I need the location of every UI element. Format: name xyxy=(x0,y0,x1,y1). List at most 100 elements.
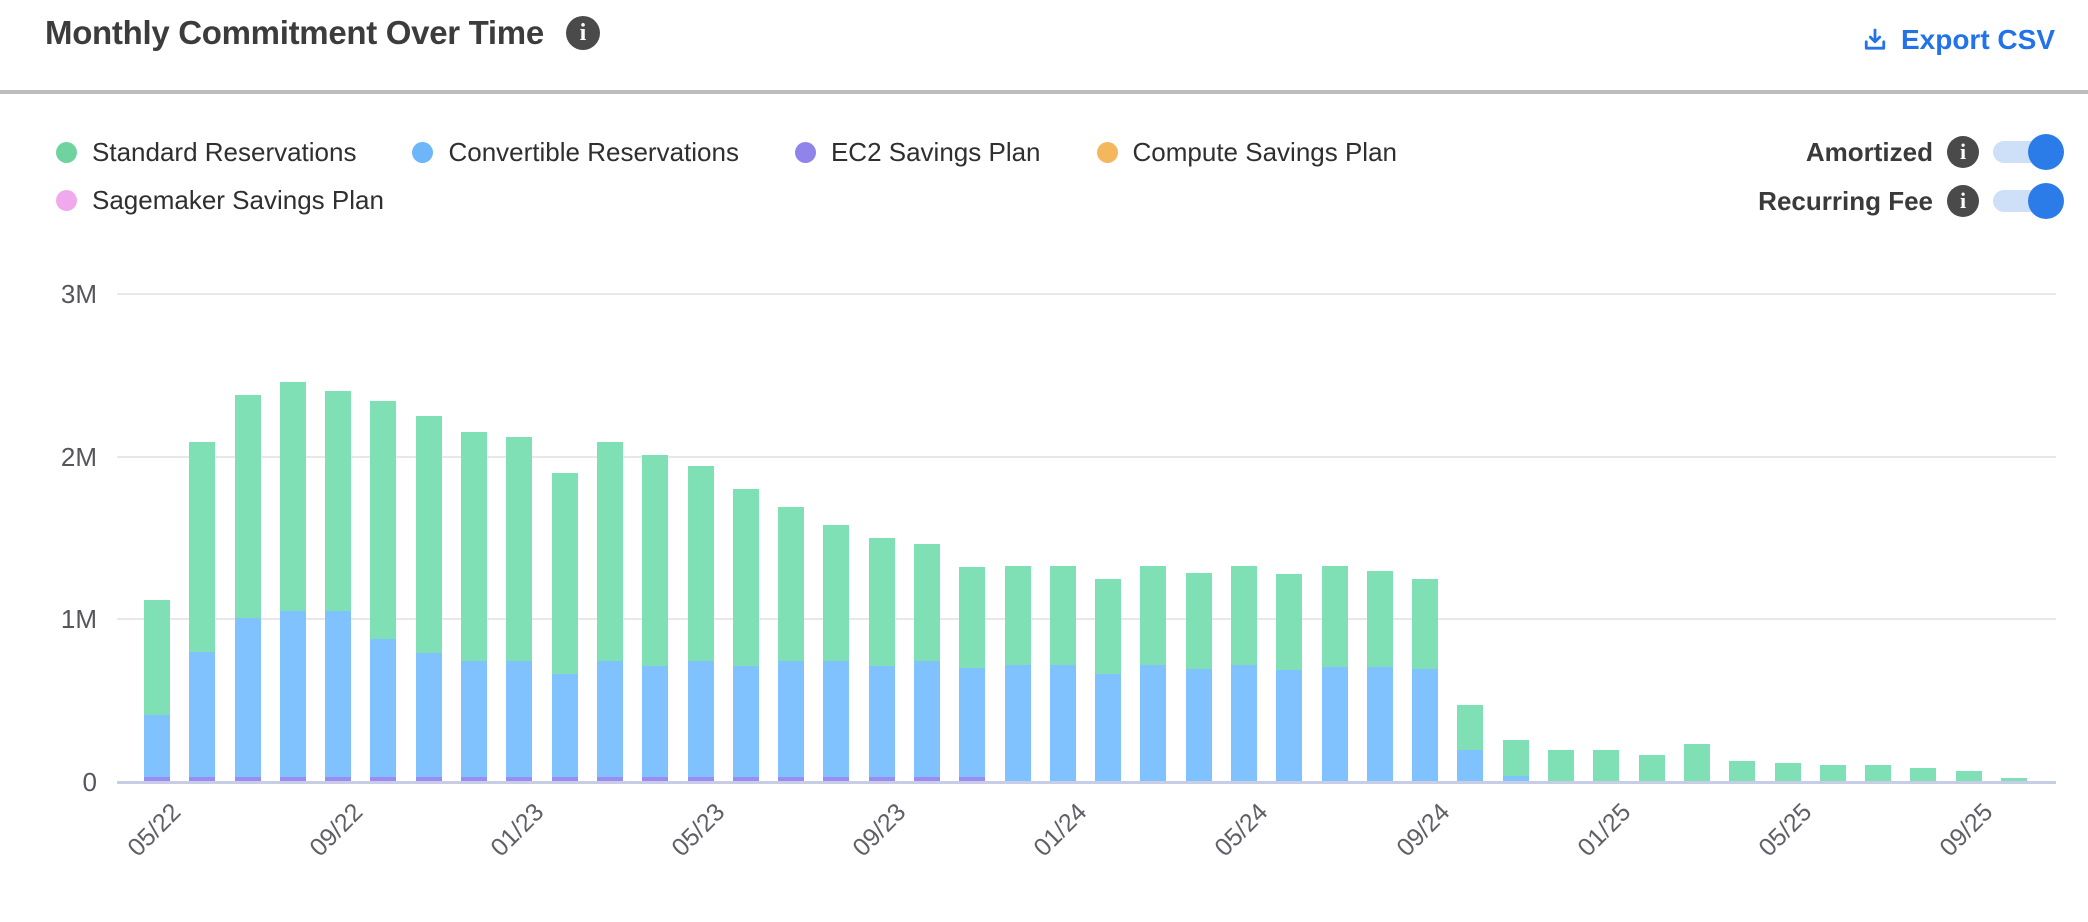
bar-segment-ec2-savings-plan xyxy=(461,776,488,781)
chart-bar[interactable] xyxy=(823,524,850,781)
legend-item-compute-savings-plan[interactable]: Compute Savings Plan xyxy=(1096,137,1397,167)
bar-segment-standard-reservations xyxy=(823,524,850,662)
bar-segment-ec2-savings-plan xyxy=(370,776,397,781)
header-divider xyxy=(0,90,2088,94)
bar-segment-standard-reservations xyxy=(1729,761,1756,781)
chart-bar[interactable] xyxy=(415,415,442,781)
chart-bar[interactable] xyxy=(1004,566,1031,781)
bar-segment-convertible-reservations xyxy=(823,661,850,777)
bar-segment-standard-reservations xyxy=(370,401,397,639)
chart-bar[interactable] xyxy=(279,381,306,781)
chart-bar[interactable] xyxy=(234,394,261,781)
recurring-fee-toggle[interactable] xyxy=(1993,183,2064,219)
export-csv-button[interactable]: Export CSV xyxy=(1861,24,2055,56)
chart-bar[interactable] xyxy=(1910,767,1937,781)
chart-bar[interactable] xyxy=(1819,764,1846,781)
chart-bar[interactable] xyxy=(551,472,578,781)
bar-segment-standard-reservations xyxy=(913,544,940,662)
chart-bar[interactable] xyxy=(1638,754,1665,781)
bar-segment-convertible-reservations xyxy=(370,638,397,777)
x-axis-tick-label: 01/23 xyxy=(485,798,550,863)
legend-item-ec2-savings-plan[interactable]: EC2 Savings Plan xyxy=(794,136,1041,167)
bar-segment-ec2-savings-plan xyxy=(234,776,261,781)
chart-bar[interactable] xyxy=(325,391,352,781)
x-axis-tick-label: 09/24 xyxy=(1390,798,1456,863)
bar-segment-convertible-reservations xyxy=(279,611,306,777)
bar-segment-standard-reservations xyxy=(1819,764,1846,781)
chart-bar[interactable] xyxy=(1548,750,1575,781)
chart-bar[interactable] xyxy=(506,436,533,781)
bar-segment-convertible-reservations xyxy=(1457,750,1484,781)
bar-segment-convertible-reservations xyxy=(1004,665,1031,781)
chart-bar[interactable] xyxy=(1865,764,1892,781)
x-axis-tick-label: 09/22 xyxy=(303,798,368,863)
chart-bar[interactable] xyxy=(1502,740,1529,781)
bar-segment-standard-reservations xyxy=(415,415,442,654)
bar-segment-standard-reservations xyxy=(778,506,805,662)
legend-item-sagemaker-savings-plan[interactable]: Sagemaker Savings Plan xyxy=(56,185,384,215)
chart-bar[interactable] xyxy=(1321,566,1348,781)
chart-bar[interactable] xyxy=(1955,771,1982,781)
y-axis-tick-label: 3M xyxy=(60,279,97,309)
chart-bar[interactable] xyxy=(1729,761,1756,781)
bar-segment-ec2-savings-plan xyxy=(868,776,895,781)
bar-segment-standard-reservations xyxy=(1321,566,1348,668)
chart-bar[interactable] xyxy=(2001,777,2027,781)
chart-bar[interactable] xyxy=(913,544,940,781)
chart-bar[interactable] xyxy=(1185,572,1212,781)
chart-bar[interactable] xyxy=(1412,579,1439,781)
bar-segment-standard-reservations xyxy=(1683,743,1710,781)
bar-segment-standard-reservations xyxy=(1593,750,1620,781)
legend-item-standard-reservations[interactable]: Standard Reservations xyxy=(56,137,356,167)
chart-bar[interactable] xyxy=(959,567,986,781)
bar-segment-standard-reservations xyxy=(1955,771,1982,781)
chart-bar[interactable] xyxy=(144,599,170,781)
bar-segment-convertible-reservations xyxy=(325,611,352,777)
bar-segment-ec2-savings-plan xyxy=(959,776,986,781)
chart-bar[interactable] xyxy=(642,454,669,781)
bar-segment-convertible-reservations xyxy=(461,661,488,777)
legend-label: Sagemaker Savings Plan xyxy=(92,184,384,215)
chart-bar[interactable] xyxy=(868,537,895,781)
download-icon xyxy=(1861,26,1889,54)
bar-segment-ec2-savings-plan xyxy=(823,776,850,781)
amortized-toggle[interactable] xyxy=(1993,134,2064,170)
chart-bar[interactable] xyxy=(461,432,488,781)
recurring-fee-info-icon[interactable]: i xyxy=(1947,185,1979,217)
bar-segment-convertible-reservations xyxy=(868,666,895,777)
chart-bar[interactable] xyxy=(1140,566,1167,781)
chart-bar[interactable] xyxy=(687,466,714,781)
bar-segment-convertible-reservations xyxy=(642,666,669,777)
bar-segment-standard-reservations xyxy=(1865,764,1892,781)
legend-item-convertible-reservations[interactable]: Convertible Reservations xyxy=(412,137,739,167)
chart-bar[interactable] xyxy=(1774,763,1801,781)
bar-segment-standard-reservations xyxy=(687,466,714,662)
bar-segment-ec2-savings-plan xyxy=(778,776,805,781)
chart-bar[interactable] xyxy=(732,489,759,781)
bar-segment-standard-reservations xyxy=(325,391,352,611)
bar-segment-standard-reservations xyxy=(868,537,895,667)
chart-bar[interactable] xyxy=(1593,750,1620,781)
bar-segment-ec2-savings-plan xyxy=(687,776,714,781)
chart-bar[interactable] xyxy=(370,401,397,781)
chart-bar[interactable] xyxy=(189,441,216,781)
chart-bar[interactable] xyxy=(1231,566,1258,781)
chart-bar[interactable] xyxy=(596,441,623,781)
chart-bar[interactable] xyxy=(1049,566,1076,781)
bar-segment-standard-reservations xyxy=(959,567,986,668)
chart-bar[interactable] xyxy=(1683,743,1710,781)
chart-bar[interactable] xyxy=(1366,571,1393,781)
bar-segment-ec2-savings-plan xyxy=(279,776,306,781)
amortized-info-icon[interactable]: i xyxy=(1947,136,1979,168)
chart-bar[interactable] xyxy=(1276,574,1303,781)
bar-segment-standard-reservations xyxy=(144,599,170,716)
chart-bar[interactable] xyxy=(1457,704,1484,781)
bar-segment-ec2-savings-plan xyxy=(596,776,623,781)
chart-bar[interactable] xyxy=(1095,579,1122,781)
chart-bar[interactable] xyxy=(778,506,805,781)
bar-segment-convertible-reservations xyxy=(732,666,759,777)
legend-label: EC2 Savings Plan xyxy=(830,136,1041,167)
title-info-icon[interactable]: i xyxy=(565,16,600,50)
bar-segment-convertible-reservations xyxy=(415,653,442,777)
